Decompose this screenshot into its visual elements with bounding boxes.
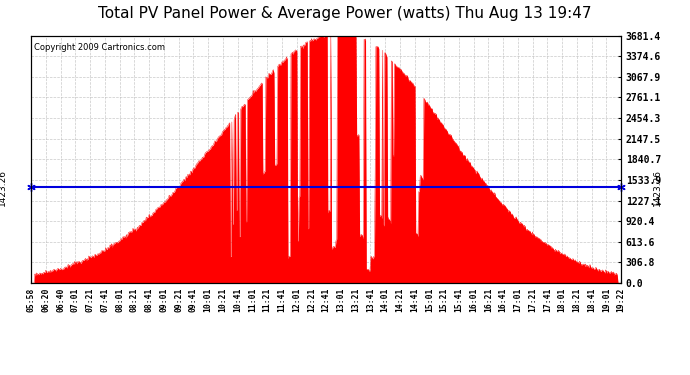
Text: Total PV Panel Power & Average Power (watts) Thu Aug 13 19:47: Total PV Panel Power & Average Power (wa… xyxy=(98,6,592,21)
Text: Copyright 2009 Cartronics.com: Copyright 2009 Cartronics.com xyxy=(34,43,165,52)
Text: 1423.26: 1423.26 xyxy=(653,169,662,206)
Text: 1423.26: 1423.26 xyxy=(0,169,8,206)
